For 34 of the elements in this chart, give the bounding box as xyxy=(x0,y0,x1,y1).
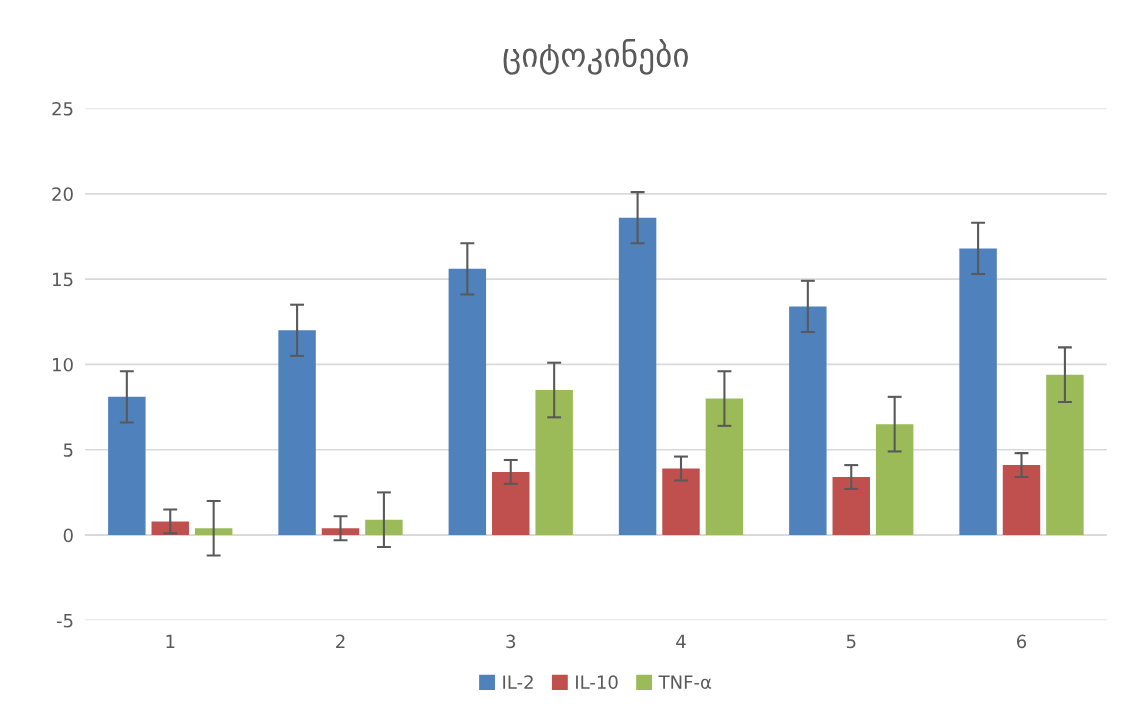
x-tick-label: 2 xyxy=(336,634,345,648)
bar xyxy=(959,248,997,536)
legend-label: IL-2 xyxy=(503,675,533,689)
bar xyxy=(194,528,233,536)
chart-title: ციტოკინები xyxy=(503,38,688,75)
bar xyxy=(535,390,573,536)
bar xyxy=(278,330,316,536)
x-tick-label: 1 xyxy=(166,634,175,648)
bar xyxy=(151,521,189,536)
x-tick-label: 5 xyxy=(846,634,856,649)
bar xyxy=(662,468,700,536)
bar xyxy=(108,396,146,536)
bar xyxy=(705,398,744,536)
bar xyxy=(618,217,657,536)
y-tick-label: 25 xyxy=(52,101,73,116)
x-tick-label: 6 xyxy=(1017,634,1027,649)
bar xyxy=(789,306,827,536)
bar xyxy=(875,424,914,536)
y-tick-label: -5 xyxy=(56,614,73,628)
bar xyxy=(448,268,487,536)
y-tick-label: 15 xyxy=(53,272,73,287)
bar xyxy=(1002,465,1041,536)
y-tick-label: 0 xyxy=(63,528,73,543)
bar xyxy=(365,519,403,536)
y-tick-label: 20 xyxy=(52,187,73,201)
bar xyxy=(492,471,530,536)
y-tick-label: 5 xyxy=(63,443,73,457)
x-tick-label: 3 xyxy=(506,634,516,649)
y-tick-label: 10 xyxy=(53,357,73,372)
bar xyxy=(832,477,870,536)
x-tick-label: 4 xyxy=(676,634,686,648)
legend-label: IL-10 xyxy=(576,675,618,689)
bar xyxy=(1046,374,1084,536)
legend-label: TNF-α xyxy=(658,675,712,689)
